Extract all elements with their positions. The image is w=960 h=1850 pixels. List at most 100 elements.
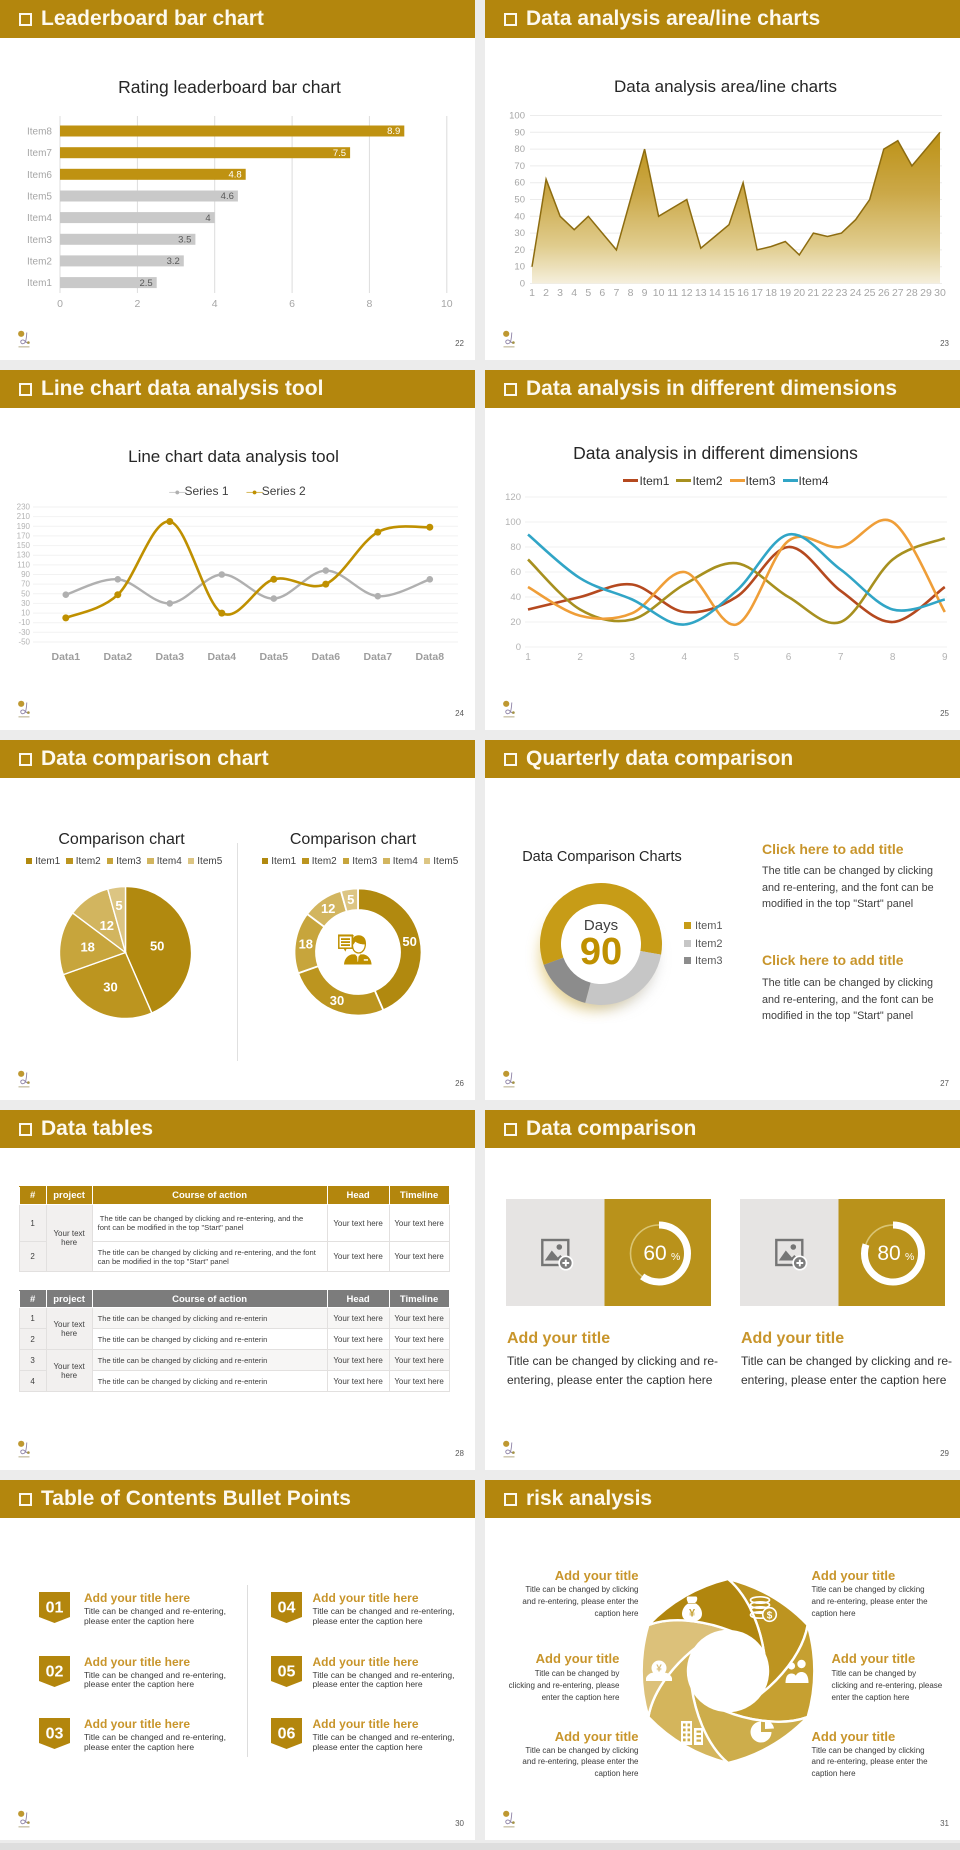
svg-text:9: 9 [942,652,948,663]
svg-text:2: 2 [134,298,140,310]
svg-text:Data8: Data8 [415,651,444,663]
svg-text:70: 70 [21,580,30,589]
svg-text:20: 20 [510,617,521,628]
svg-text:17: 17 [751,287,763,299]
svg-text:100: 100 [505,517,521,528]
svg-text:26: 26 [878,287,890,299]
svg-text:10: 10 [441,298,453,310]
svg-text:1: 1 [529,287,535,299]
svg-text:06: 06 [277,1726,295,1743]
svg-text:50: 50 [21,589,30,598]
svg-text:7: 7 [613,287,619,299]
svg-text:4: 4 [682,652,688,663]
svg-text:12: 12 [681,287,693,299]
svg-text:6: 6 [786,652,792,663]
svg-text:30: 30 [514,228,525,239]
svg-text:40: 40 [514,211,525,222]
svg-text:90: 90 [580,931,622,973]
svg-text:170: 170 [17,531,31,540]
svg-text:05: 05 [277,1663,295,1680]
svg-text:9: 9 [642,287,648,299]
svg-text:4: 4 [212,298,218,310]
svg-text:40: 40 [510,592,521,603]
svg-text:0: 0 [520,279,525,290]
svg-text:$: $ [767,1611,773,1622]
svg-text:15: 15 [723,287,735,299]
svg-text:25: 25 [864,287,876,299]
svg-text:01: 01 [45,1600,63,1617]
svg-text:Days: Days [584,917,618,934]
svg-text:21: 21 [808,287,820,299]
svg-text:190: 190 [17,522,31,531]
svg-text:100: 100 [509,111,525,122]
svg-text:29: 29 [920,287,932,299]
svg-text:70: 70 [514,161,525,172]
svg-text:6: 6 [599,287,605,299]
svg-text:02: 02 [45,1663,63,1680]
svg-text:110: 110 [17,560,30,569]
svg-text:50: 50 [402,934,416,949]
svg-text:Item6: Item6 [27,170,52,181]
svg-text:Item4: Item4 [27,213,52,224]
svg-text:3: 3 [557,287,563,299]
svg-text:30: 30 [103,980,117,995]
svg-text:13: 13 [695,287,707,299]
svg-text:6: 6 [289,298,295,310]
svg-text:4.6: 4.6 [221,191,234,202]
svg-text:4: 4 [205,213,210,224]
svg-text:8: 8 [366,298,372,310]
svg-text:22: 22 [822,287,834,299]
svg-text:16: 16 [737,287,749,299]
svg-text:Item7: Item7 [27,148,52,159]
svg-text:Item5: Item5 [27,192,52,203]
svg-text:28: 28 [906,287,918,299]
svg-text:80: 80 [514,144,525,155]
svg-text:4.8: 4.8 [228,170,241,181]
svg-text:60: 60 [643,1242,666,1265]
svg-text:4: 4 [571,287,577,299]
svg-text:130: 130 [17,551,31,560]
svg-text:04: 04 [277,1600,295,1617]
svg-text:18: 18 [80,939,94,954]
svg-text:8: 8 [628,287,634,299]
svg-text:Item3: Item3 [27,235,52,246]
svg-text:120: 120 [505,492,521,503]
svg-text:50: 50 [150,938,164,953]
svg-text:%: % [671,1251,680,1263]
svg-text:¥: ¥ [689,1608,696,1620]
svg-text:90: 90 [514,127,525,138]
svg-text:27: 27 [892,287,904,299]
svg-text:7.5: 7.5 [333,148,346,159]
svg-text:5: 5 [115,898,122,913]
svg-text:Data6: Data6 [311,651,340,663]
svg-text:¥: ¥ [656,1664,662,1675]
svg-text:23: 23 [836,287,848,299]
svg-text:10: 10 [21,609,30,618]
svg-text:Data7: Data7 [363,651,392,663]
svg-text:10: 10 [653,287,665,299]
svg-text:-50: -50 [18,638,30,647]
svg-text:%: % [905,1251,914,1263]
svg-text:20: 20 [793,287,805,299]
svg-text:18: 18 [765,287,777,299]
svg-text:10: 10 [514,262,525,273]
svg-text:14: 14 [709,287,721,299]
svg-text:7: 7 [838,652,844,663]
svg-text:2: 2 [543,287,549,299]
svg-text:19: 19 [779,287,791,299]
svg-text:80: 80 [877,1242,900,1265]
svg-text:30: 30 [934,287,946,299]
svg-text:Item1: Item1 [27,278,52,289]
svg-text:24: 24 [850,287,862,299]
svg-text:Data2: Data2 [103,651,132,663]
svg-text:3.2: 3.2 [167,256,180,267]
svg-text:0: 0 [57,298,63,310]
svg-text:Data5: Data5 [259,651,288,663]
svg-text:80: 80 [510,542,521,553]
svg-text:5: 5 [585,287,591,299]
svg-text:-10: -10 [18,618,30,627]
svg-text:Data1: Data1 [51,651,80,663]
svg-text:8.9: 8.9 [387,126,400,137]
svg-text:5: 5 [734,652,740,663]
svg-text:-30: -30 [18,628,30,637]
